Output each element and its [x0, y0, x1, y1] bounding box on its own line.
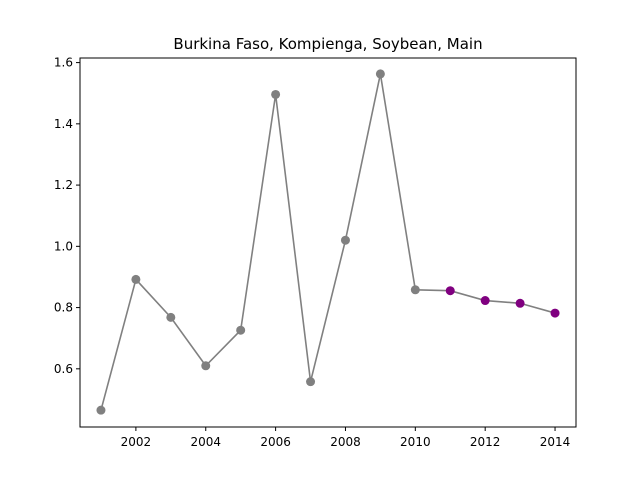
- data-point: [271, 89, 281, 99]
- data-point: [306, 377, 316, 387]
- y-tick-label: 1.2: [54, 178, 73, 192]
- x-tick-label: 2014: [540, 435, 571, 449]
- x-tick-label: 2012: [470, 435, 501, 449]
- data-point: [340, 235, 350, 245]
- y-tick-label: 1.4: [54, 117, 73, 131]
- plot-frame: [79, 57, 577, 428]
- data-point: [201, 361, 211, 371]
- y-tick-label: 1.6: [54, 56, 73, 70]
- x-tick-label: 2008: [330, 435, 361, 449]
- data-point: [96, 405, 106, 415]
- data-point: [131, 274, 141, 284]
- data-point: [166, 312, 176, 322]
- x-tick-label: 2006: [260, 435, 291, 449]
- chart-title: Burkina Faso, Kompienga, Soybean, Main: [173, 35, 482, 53]
- data-point: [550, 308, 560, 318]
- data-point: [515, 298, 525, 308]
- y-tick-label: 0.8: [54, 301, 73, 315]
- data-point: [445, 286, 455, 296]
- plot-area: [96, 69, 560, 415]
- data-point: [236, 325, 246, 335]
- y-tick-label: 0.6: [54, 362, 73, 376]
- x-tick-label: 2004: [190, 435, 221, 449]
- axes: 2002 2004 2006 2008 2010 2012 2014 0.6 0.8 1.0 1.2…: [54, 56, 570, 449]
- x-tick-label: 2010: [400, 435, 431, 449]
- data-point: [375, 69, 385, 79]
- data-point: [480, 296, 490, 306]
- x-tick-label: 2002: [121, 435, 152, 449]
- data-point: [410, 285, 420, 295]
- y-tick-label: 1.0: [54, 239, 73, 253]
- series-line: [100, 73, 556, 411]
